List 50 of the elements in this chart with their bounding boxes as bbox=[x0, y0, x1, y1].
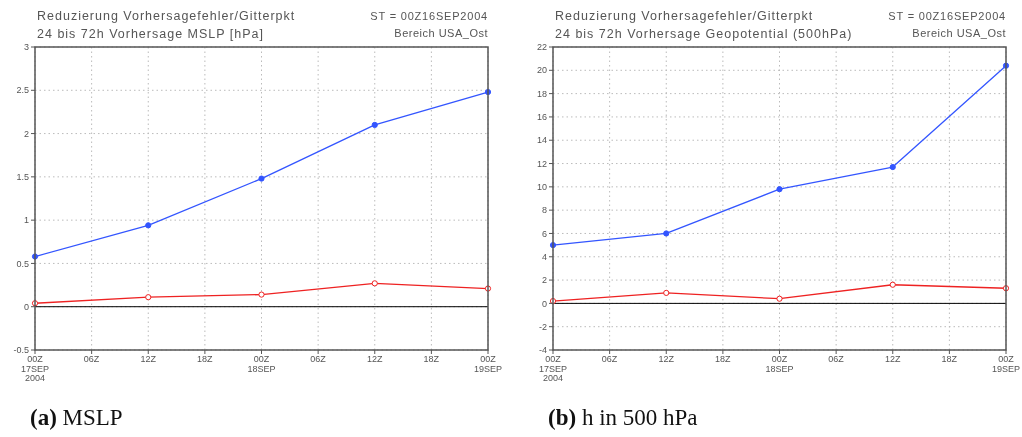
y-tick-label: 0.5 bbox=[16, 258, 29, 269]
y-tick-label: 1 bbox=[23, 215, 29, 226]
text: ST = 00Z16SEP2004 bbox=[370, 10, 488, 22]
y-tick-label: 6 bbox=[541, 228, 547, 239]
y-tick-label: 22 bbox=[536, 42, 547, 53]
y-tick-label: 2 bbox=[23, 128, 29, 139]
text: Bereich USA_Ost bbox=[394, 27, 488, 39]
text: (b) h in 500 hPa bbox=[548, 405, 698, 430]
x-tick-label: 12Z bbox=[366, 354, 383, 364]
x-tick-label: 12Z bbox=[884, 354, 901, 364]
x-tick-label: 00Z 18SEP bbox=[247, 354, 276, 374]
x-tick-label: 06Z bbox=[310, 354, 327, 364]
x-tick-label: 00Z 17SEP 2004 bbox=[538, 354, 568, 383]
y-tick-label: 2 bbox=[541, 275, 547, 286]
y-tick-label: 10 bbox=[536, 182, 547, 192]
y-tick-label: 18 bbox=[536, 88, 547, 99]
chart-title: Reduzierung Vorhersagefehler/Gitterpkt bbox=[37, 9, 296, 23]
y-tick-label: 1.5 bbox=[16, 172, 29, 183]
x-tick-label: 06Z bbox=[828, 354, 845, 364]
x-tick-label: 00Z 19SEP bbox=[991, 354, 1021, 374]
y-tick-label: 8 bbox=[541, 205, 547, 216]
x-tick-label: 06Z bbox=[601, 354, 618, 364]
x-tick-label: 18Z bbox=[197, 354, 214, 364]
chart-subtitle: 24 bis 72h Vorhersage Geopotential (500hPa) bbox=[555, 27, 853, 41]
y-tick-label: 3 bbox=[23, 42, 29, 53]
y-tick-label: -4 bbox=[538, 345, 547, 356]
x-tick-label: 18Z bbox=[941, 354, 958, 364]
y-tick-label: 2.5 bbox=[16, 85, 29, 96]
text: ST = 00Z16SEP2004 bbox=[888, 10, 1006, 22]
text: Bereich USA_Ost bbox=[912, 27, 1006, 39]
y-tick-label: 16 bbox=[536, 112, 547, 123]
y-tick-label: 14 bbox=[536, 135, 547, 146]
y-tick-label: 0 bbox=[541, 298, 547, 309]
chart-subtitle: 24 bis 72h Vorhersage MSLP [hPa] bbox=[37, 27, 265, 41]
x-tick-label: 00Z 18SEP bbox=[765, 354, 794, 374]
y-tick-label: 12 bbox=[536, 158, 547, 169]
y-tick-label: 4 bbox=[541, 251, 547, 262]
y-tick-label: 0 bbox=[23, 301, 29, 312]
chart-title: Reduzierung Vorhersagefehler/Gitterpkt bbox=[555, 9, 814, 23]
text: (a) MSLP bbox=[30, 405, 123, 430]
x-tick-label: 18Z bbox=[423, 354, 440, 364]
x-tick-label: 00Z 19SEP bbox=[473, 354, 503, 374]
x-tick-label: 18Z bbox=[715, 354, 732, 364]
x-tick-label: 00Z 17SEP 2004 bbox=[20, 354, 50, 383]
x-tick-label: 06Z bbox=[83, 354, 100, 364]
y-tick-label: -0.5 bbox=[13, 345, 29, 356]
x-tick-label: 12Z bbox=[140, 354, 157, 364]
x-tick-label: 12Z bbox=[658, 354, 675, 364]
y-tick-label: -2 bbox=[538, 321, 547, 332]
y-tick-label: 20 bbox=[536, 65, 547, 76]
